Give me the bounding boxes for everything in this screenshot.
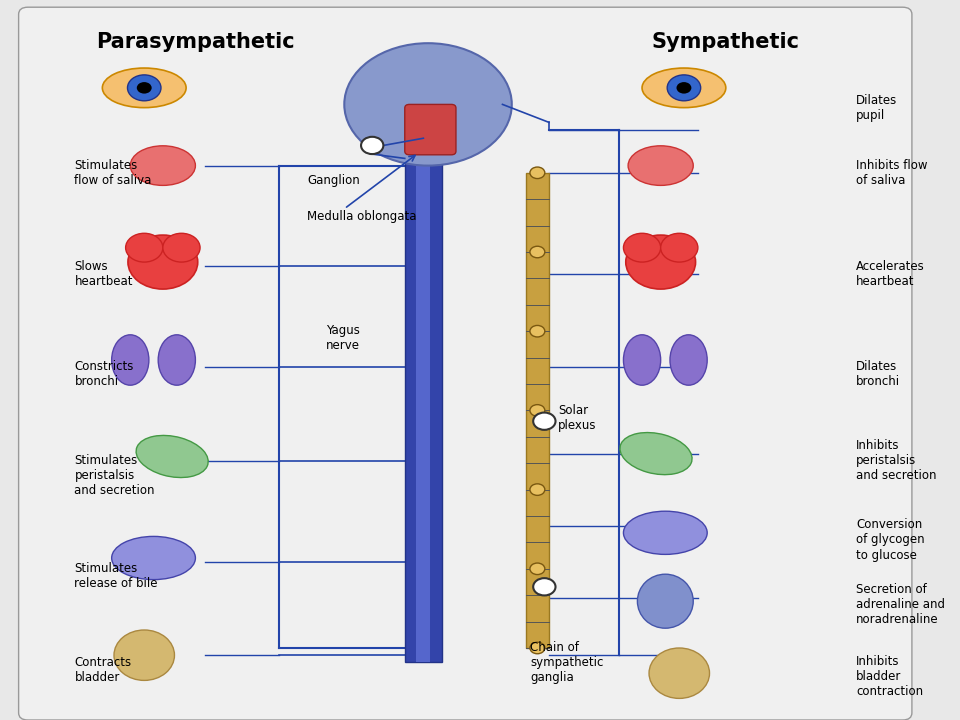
Ellipse shape — [114, 630, 175, 680]
Bar — [526, 173, 549, 648]
Text: Parasympathetic: Parasympathetic — [96, 32, 295, 53]
Circle shape — [530, 642, 545, 654]
Ellipse shape — [626, 235, 696, 289]
Ellipse shape — [103, 68, 186, 108]
Circle shape — [136, 82, 152, 94]
FancyBboxPatch shape — [18, 7, 912, 720]
Ellipse shape — [623, 335, 660, 385]
Ellipse shape — [136, 436, 208, 477]
Ellipse shape — [163, 233, 200, 262]
Text: Stimulates
release of bile: Stimulates release of bile — [75, 562, 158, 590]
Ellipse shape — [111, 536, 196, 580]
Circle shape — [128, 75, 161, 101]
Circle shape — [667, 75, 701, 101]
Ellipse shape — [620, 433, 692, 474]
Ellipse shape — [642, 68, 726, 108]
Text: Dilates
bronchi: Dilates bronchi — [856, 361, 900, 388]
Circle shape — [533, 413, 556, 430]
Text: Yagus
nerve: Yagus nerve — [325, 325, 360, 352]
Ellipse shape — [126, 233, 163, 262]
Circle shape — [530, 484, 545, 495]
Text: Inhibits
peristalsis
and secretion: Inhibits peristalsis and secretion — [856, 439, 937, 482]
Text: Conversion
of glycogen
to glucose: Conversion of glycogen to glucose — [856, 518, 924, 562]
Ellipse shape — [345, 43, 512, 166]
Circle shape — [361, 137, 383, 154]
Text: Inhibits flow
of saliva: Inhibits flow of saliva — [856, 159, 927, 186]
Text: Solar
plexus: Solar plexus — [559, 404, 597, 431]
Ellipse shape — [670, 335, 708, 385]
Circle shape — [533, 578, 556, 595]
Ellipse shape — [158, 335, 196, 385]
Ellipse shape — [111, 335, 149, 385]
Text: Ganglion: Ganglion — [307, 174, 360, 186]
Text: Contracts
bladder: Contracts bladder — [75, 656, 132, 683]
Circle shape — [530, 325, 545, 337]
Text: Slows
heartbeat: Slows heartbeat — [75, 260, 132, 287]
Ellipse shape — [131, 145, 196, 185]
Text: Stimulates
peristalsis
and secretion: Stimulates peristalsis and secretion — [75, 454, 155, 497]
Circle shape — [677, 82, 691, 94]
Text: Constricts
bronchi: Constricts bronchi — [75, 361, 133, 388]
Text: Stimulates
flow of saliva: Stimulates flow of saliva — [75, 159, 152, 186]
Circle shape — [530, 405, 545, 416]
Text: Chain of
sympathetic
ganglia: Chain of sympathetic ganglia — [530, 641, 604, 684]
Ellipse shape — [623, 511, 708, 554]
Ellipse shape — [623, 233, 660, 262]
Ellipse shape — [660, 233, 698, 262]
Ellipse shape — [649, 648, 709, 698]
Text: Accelerates
heartbeat: Accelerates heartbeat — [856, 260, 924, 287]
Circle shape — [530, 167, 545, 179]
Bar — [405, 137, 442, 662]
Circle shape — [530, 246, 545, 258]
Circle shape — [530, 563, 545, 575]
Bar — [416, 137, 430, 662]
Ellipse shape — [637, 575, 693, 628]
Text: Medulla oblongata: Medulla oblongata — [307, 210, 417, 222]
Text: Secretion of
adrenaline and
noradrenaline: Secretion of adrenaline and noradrenalin… — [856, 583, 945, 626]
Ellipse shape — [128, 235, 198, 289]
Ellipse shape — [628, 145, 693, 185]
Text: Inhibits
bladder
contraction: Inhibits bladder contraction — [856, 655, 924, 698]
Text: Sympathetic: Sympathetic — [652, 32, 800, 53]
Text: Dilates
pupil: Dilates pupil — [856, 94, 898, 122]
FancyBboxPatch shape — [405, 104, 456, 155]
